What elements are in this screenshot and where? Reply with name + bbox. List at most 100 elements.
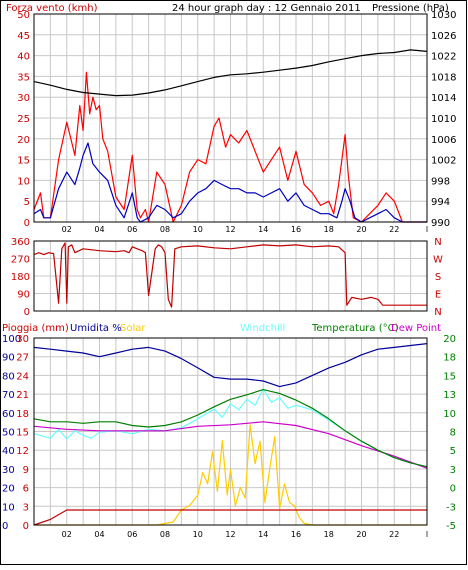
pressure-tick-label: 1018 xyxy=(431,72,456,83)
legend-rain: Pioggia (mm) xyxy=(2,323,69,334)
direction-tick-label: 270 xyxy=(11,255,30,266)
humidity-tick-label: 80 xyxy=(2,371,15,382)
hour-tick-label: 14 xyxy=(258,530,268,539)
legend-solar: Solar xyxy=(120,323,146,334)
temperature-tick-label: 8 xyxy=(450,428,456,439)
compass-label: S xyxy=(435,272,441,283)
hour-tick-label: 16 xyxy=(291,225,301,234)
hour-tick-label: 20 xyxy=(356,225,366,234)
rain-tick-label: 0 xyxy=(23,521,29,532)
pressure-tick-label: 1014 xyxy=(431,93,456,104)
direction-plot-border xyxy=(33,240,428,312)
pressure-tick-label: 1006 xyxy=(431,135,456,146)
humidity-line xyxy=(33,343,428,388)
hour-tick-label: 06 xyxy=(127,225,137,234)
hour-tick-label: 02 xyxy=(62,225,72,234)
pressure-right-ticks: 1030 1026 1022 1018 1014 1010 1006 1002 … xyxy=(431,10,456,229)
temperature-tick-label: 5 xyxy=(450,446,456,457)
hour-tick-label: 10 xyxy=(193,225,203,234)
dewpoint-line xyxy=(33,421,428,469)
temperature-tick-label: 18 xyxy=(443,353,456,364)
hour-tick-label: 08 xyxy=(160,225,170,234)
direction-tick-label: 90 xyxy=(17,290,30,301)
wind-tick-label: 40 xyxy=(17,52,30,63)
direction-series xyxy=(33,242,427,308)
wind-left-ticks: 50 45 40 35 30 25 20 15 10 5 0 xyxy=(17,10,30,229)
compass-label: E xyxy=(435,290,441,301)
rain-tick-label: 6 xyxy=(23,484,29,495)
hour-tick-label: l xyxy=(426,225,428,234)
hour-tick-label: 14 xyxy=(258,225,268,234)
rain-tick-label: 24 xyxy=(16,371,29,382)
hour-tick-label: 20 xyxy=(356,530,366,539)
legend-dewpoint: Dew Point xyxy=(391,323,441,334)
wind-axis-label: Forza vento (kmh) xyxy=(6,3,98,14)
rain-line xyxy=(33,509,427,526)
compass-label: N xyxy=(434,307,441,318)
wind-tick-label: 5 xyxy=(24,197,30,208)
wind-tick-label: 10 xyxy=(17,176,30,187)
legend-humidity: Umidita % xyxy=(70,323,122,334)
compass-label: N xyxy=(434,237,441,248)
wind-tick-label: 15 xyxy=(17,156,30,167)
humidity-tick-label: 50 xyxy=(2,428,15,439)
legend-windchill: Windchill xyxy=(240,323,285,334)
humidity-tick-label: 40 xyxy=(2,446,15,457)
hour-tick-label: l xyxy=(426,530,428,539)
hour-tick-label: 08 xyxy=(160,530,170,539)
wind-tick-label: 0 xyxy=(24,218,30,229)
compass-label: W xyxy=(433,255,443,266)
hour-tick-label: 10 xyxy=(193,530,203,539)
hour-tick-label: 04 xyxy=(94,530,104,539)
hour-tick-label: 18 xyxy=(324,225,334,234)
gust-line xyxy=(33,71,427,223)
temperature-line xyxy=(33,389,428,468)
temperature-ticks: 20 18 15 13 10 8 5 3 0 -3 -5 xyxy=(443,334,456,532)
hour-tick-label: 18 xyxy=(324,530,334,539)
direction-tick-label: 360 xyxy=(11,237,30,248)
rain-tick-label: 27 xyxy=(16,353,29,364)
wind-plot-border xyxy=(33,13,428,223)
wind-tick-label: 35 xyxy=(17,72,30,83)
wind-hour-ticks: 02 04 06 08 10 12 14 16 18 20 22 l xyxy=(62,225,428,234)
rain-ticks: 30 27 24 21 18 15 12 9 6 3 0 xyxy=(16,334,29,532)
pressure-axis-label: Pressione (hPa) xyxy=(372,3,449,14)
pressure-tick-label: 1022 xyxy=(431,52,456,63)
pressure-tick-label: 1010 xyxy=(431,114,456,125)
wind-tick-label: 20 xyxy=(17,135,30,146)
rain-tick-label: 9 xyxy=(23,465,29,476)
direction-tick-label: 0 xyxy=(24,307,30,318)
pressure-tick-label: 990 xyxy=(431,218,450,229)
hour-tick-label: 12 xyxy=(225,530,235,539)
pressure-tick-label: 1002 xyxy=(431,156,456,167)
solar-line xyxy=(34,424,427,526)
hour-tick-label: 02 xyxy=(62,530,72,539)
compass-labels: N W S E N xyxy=(433,237,443,318)
pressure-tick-label: 998 xyxy=(431,176,450,187)
temperature-tick-label: 15 xyxy=(443,371,456,382)
humidity-tick-label: 10 xyxy=(2,502,15,513)
direction-left-ticks: 360 270 180 90 0 xyxy=(11,237,30,318)
humidity-tick-label: 20 xyxy=(2,484,15,495)
weather-plot-border xyxy=(33,337,428,526)
rain-tick-label: 15 xyxy=(16,428,29,439)
temperature-tick-label: 20 xyxy=(443,334,456,345)
humidity-tick-label: 90 xyxy=(2,353,15,364)
temperature-tick-label: 10 xyxy=(443,409,456,420)
wind-tick-label: 50 xyxy=(17,10,30,21)
temperature-tick-label: 3 xyxy=(450,465,456,476)
pressure-tick-label: 994 xyxy=(431,197,450,208)
pressure-tick-label: 1030 xyxy=(431,10,456,21)
rain-tick-label: 21 xyxy=(16,390,29,401)
rain-tick-label: 3 xyxy=(23,502,29,513)
humidity-ticks: 100 90 80 70 60 50 40 30 20 10 0 xyxy=(2,334,21,532)
humidity-tick-label: 100 xyxy=(2,334,21,345)
pressure-line xyxy=(33,49,428,97)
hour-tick-label: 22 xyxy=(389,225,399,234)
hour-tick-label: 22 xyxy=(389,530,399,539)
rain-tick-label: 18 xyxy=(16,409,29,420)
hour-tick-label: 06 xyxy=(127,530,137,539)
rain-tick-label: 12 xyxy=(16,446,29,457)
humidity-tick-label: 30 xyxy=(2,465,15,476)
